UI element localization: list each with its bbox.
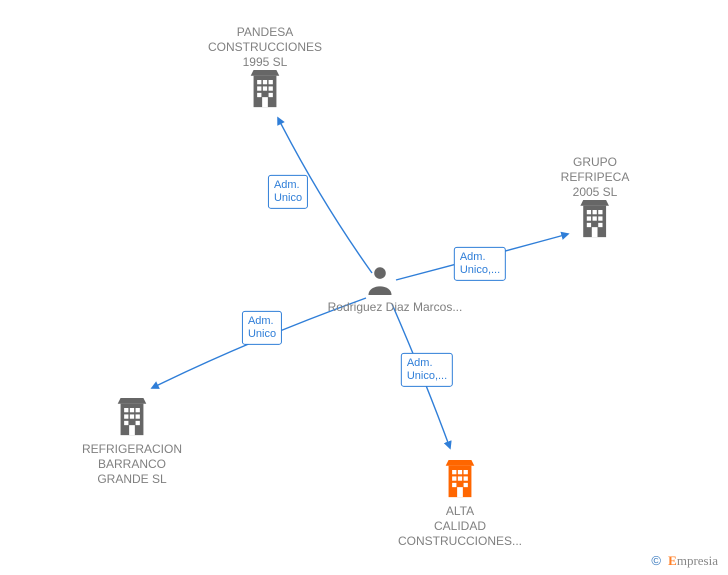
company-node-pandesa[interactable]: PANDESACONSTRUCCIONES1995 SL [208,25,322,114]
person-icon [366,265,394,295]
building-icon [247,70,283,110]
building-icon [114,398,150,438]
copyright-symbol: © [651,553,661,568]
brand-first-letter: E [668,553,677,568]
company-label: REFRIGERACIONBARRANCOGRANDE SL [82,442,182,487]
building-icon [442,460,478,500]
company-node-refrigeracion[interactable]: REFRIGERACIONBARRANCOGRANDE SL [82,398,182,487]
company-label: PANDESACONSTRUCCIONES1995 SL [208,25,322,70]
watermark: © Empresia [651,553,718,569]
edge-label-refrigeracion: Adm.Unico [242,311,282,345]
center-person-label: Rodriguez Diaz Marcos... [328,300,463,315]
edge-label-alta: Adm.Unico,... [401,353,453,387]
company-label: ALTACALIDADCONSTRUCCIONES... [398,504,522,549]
diagram-canvas: Rodriguez Diaz Marcos... PANDESACONSTRUC… [0,0,728,575]
brand-rest: mpresia [677,553,718,568]
building-icon [577,200,613,240]
edge-label-grupo: Adm.Unico,... [454,247,506,281]
center-person-node[interactable] [366,265,394,297]
company-node-alta[interactable]: ALTACALIDADCONSTRUCCIONES... [398,460,522,549]
company-node-grupo[interactable]: GRUPOREFRIPECA2005 SL [561,155,630,244]
edge-label-pandesa: Adm.Unico [268,175,308,209]
edges-layer [0,0,728,575]
company-label: GRUPOREFRIPECA2005 SL [561,155,630,200]
